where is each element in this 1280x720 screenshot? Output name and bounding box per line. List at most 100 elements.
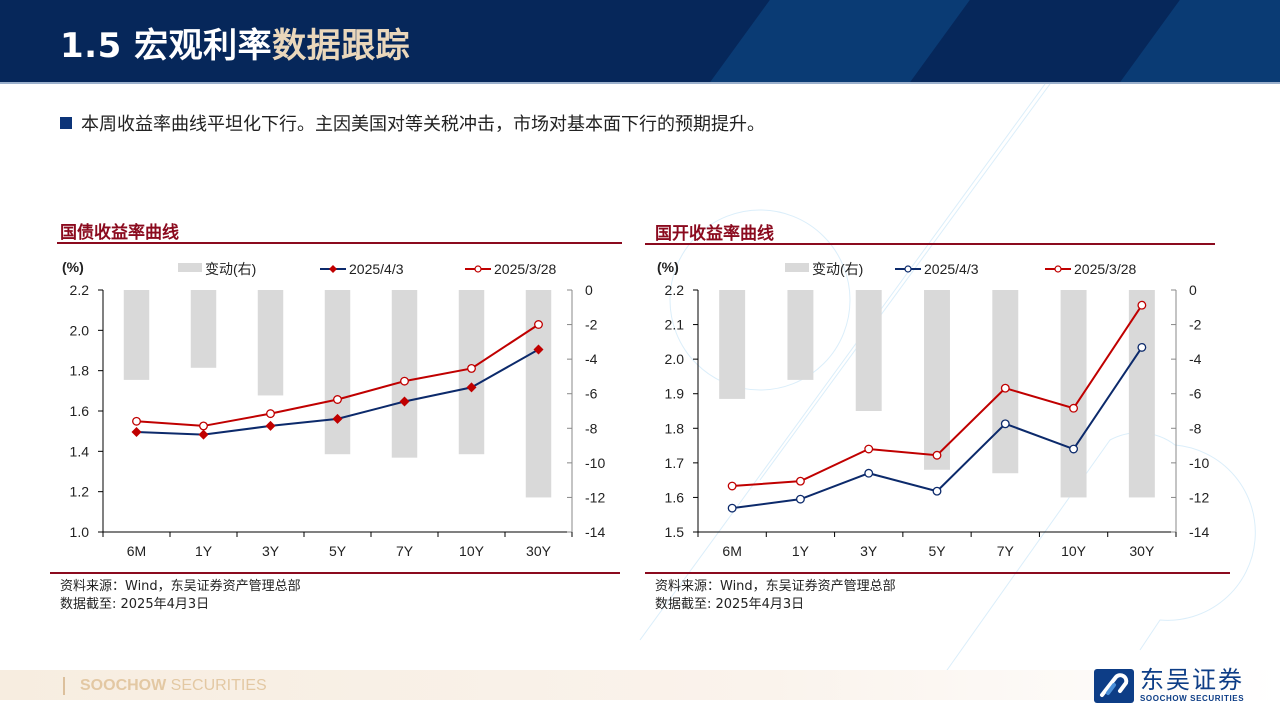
point-2025/3/28-7Y bbox=[400, 376, 409, 386]
bar-change-5Y bbox=[324, 290, 351, 455]
cdb-yield-chart: (%) 1.5 1.6 1.7 1.8 1.9 2.0 2.1 2.2 -14 -12 -10 -8 -6… bbox=[657, 259, 1209, 559]
point-2025/3/28-1Y bbox=[199, 421, 208, 431]
title-number: 1.5 bbox=[60, 26, 122, 66]
chart-title-cdb: 国开收益率曲线 bbox=[655, 224, 774, 244]
legend-label: 变动(右) bbox=[812, 261, 863, 277]
point-2025/4/3-10Y bbox=[466, 382, 477, 393]
x-tick-label: 1Y bbox=[195, 543, 213, 559]
right-tick-label: -8 bbox=[585, 420, 598, 436]
point-2025/4/3-3Y bbox=[265, 420, 276, 431]
header-stripe bbox=[710, 0, 970, 82]
title-rule bbox=[57, 242, 622, 244]
point-2025/4/3-1Y bbox=[795, 494, 805, 504]
bar-change-3Y bbox=[855, 290, 882, 411]
point-2025/4/3-10Y bbox=[1069, 444, 1079, 454]
cutoff-text: 数据截至: 2025年4月3日 bbox=[655, 597, 805, 612]
x-tick-label: 30Y bbox=[1129, 543, 1155, 559]
left-tick-label: 1.8 bbox=[70, 363, 90, 379]
source-rule bbox=[50, 572, 620, 574]
point-2025/3/28-5Y bbox=[333, 395, 342, 404]
left-tick-label: 2.1 bbox=[665, 317, 685, 333]
right-tick-label: -10 bbox=[585, 455, 605, 471]
footer-band bbox=[0, 670, 1280, 700]
left-tick-label: 1.7 bbox=[665, 455, 685, 471]
legend-marker-circle bbox=[1054, 265, 1062, 273]
legend-label: 2025/3/28 bbox=[1074, 261, 1136, 277]
soochow-logo-icon bbox=[1094, 668, 1134, 703]
right-tick-label: -2 bbox=[1189, 317, 1202, 333]
source-text: 资料来源：Wind，东吴证券资产管理总部 bbox=[60, 579, 301, 594]
point-2025/3/28-30Y bbox=[1137, 300, 1147, 310]
point-2025/3/28-3Y bbox=[864, 444, 874, 454]
right-tick-label: -14 bbox=[585, 524, 605, 540]
point-2025/3/28-30Y bbox=[534, 320, 543, 329]
point-2025/4/3-6M bbox=[727, 503, 737, 513]
x-tick-label: 5Y bbox=[329, 543, 347, 559]
x-tick-label: 6M bbox=[127, 543, 146, 559]
x-tick-label: 3Y bbox=[262, 543, 280, 559]
left-tick-label: 1.0 bbox=[70, 524, 90, 540]
legend-marker-diamond bbox=[329, 265, 337, 273]
bar-change-7Y bbox=[992, 290, 1019, 474]
y-axis-unit-label: (%) bbox=[62, 259, 84, 275]
right-tick-label: -2 bbox=[585, 317, 598, 333]
bar-change-7Y bbox=[391, 290, 418, 458]
footer-brand-light: SECURITIES bbox=[166, 677, 267, 694]
point-2025/4/3-7Y bbox=[399, 396, 410, 407]
bar-change-1Y bbox=[190, 290, 217, 368]
left-tick-label: 2.2 bbox=[665, 282, 685, 298]
right-tick-label: 0 bbox=[585, 282, 593, 298]
left-tick-label: 1.5 bbox=[665, 524, 685, 540]
x-tick-label: 3Y bbox=[860, 543, 878, 559]
header-stripe bbox=[1120, 0, 1280, 82]
bar-change-30Y bbox=[1128, 290, 1155, 498]
point-2025/4/3-5Y bbox=[932, 486, 942, 496]
logo-chinese-text: 东吴证券 bbox=[1140, 666, 1244, 694]
point-2025/4/3-5Y bbox=[332, 413, 343, 424]
left-tick-label: 1.4 bbox=[70, 443, 90, 459]
treasury-yield-chart: (%) 1.0 1.2 1.4 1.6 1.8 2.0 2.2 -14 -12 -10 -8 -6 -4 -… bbox=[62, 259, 605, 559]
point-2025/3/28-10Y bbox=[1069, 403, 1079, 413]
left-tick-label: 1.8 bbox=[665, 420, 685, 436]
right-tick-label: -6 bbox=[1189, 386, 1202, 402]
footer-brand-bold: SOOCHOW bbox=[80, 677, 167, 694]
legend-label: 2025/4/3 bbox=[349, 261, 404, 277]
right-tick-label: -8 bbox=[1189, 420, 1202, 436]
bullet-square-icon bbox=[60, 117, 72, 129]
x-tick-label: 30Y bbox=[526, 543, 552, 559]
x-tick-label: 10Y bbox=[1061, 543, 1087, 559]
source-rule bbox=[645, 572, 1230, 574]
chart-title-treasury: 国债收益率曲线 bbox=[60, 223, 179, 243]
bar-change-6M bbox=[719, 290, 746, 399]
point-2025/4/3-6M bbox=[131, 426, 142, 437]
right-tick-label: -12 bbox=[585, 489, 605, 505]
right-tick-label: -4 bbox=[585, 351, 598, 367]
point-2025/3/28-3Y bbox=[266, 409, 275, 419]
left-tick-label: 1.6 bbox=[665, 489, 685, 505]
legend-label: 2025/4/3 bbox=[924, 261, 979, 277]
footer-brand: SOOCHOW SECURITIES bbox=[80, 677, 267, 695]
x-tick-label: 6M bbox=[722, 543, 741, 559]
header-bar: 1.5 宏观利率数据跟踪 bbox=[0, 0, 1280, 84]
source-note: 资料来源：Wind，东吴证券资产管理总部 数据截至: 2025年4月3日 bbox=[655, 578, 896, 614]
x-tick-label: 10Y bbox=[459, 543, 485, 559]
point-2025/3/28-6M bbox=[727, 481, 737, 491]
x-tick-label: 5Y bbox=[928, 543, 946, 559]
x-tick-label: 7Y bbox=[396, 543, 414, 559]
point-2025/3/28-6M bbox=[132, 416, 141, 426]
point-2025/4/3-7Y bbox=[1000, 419, 1010, 429]
bar-change-6M bbox=[123, 290, 150, 380]
right-tick-label: -10 bbox=[1189, 455, 1209, 471]
left-tick-label: 1.6 bbox=[70, 403, 90, 419]
legend-marker-circle bbox=[474, 265, 482, 273]
cutoff-text: 数据截至: 2025年4月3日 bbox=[60, 597, 210, 612]
right-tick-label: 0 bbox=[1189, 282, 1197, 298]
left-tick-label: 2.2 bbox=[70, 282, 90, 298]
x-tick-label: 7Y bbox=[997, 543, 1015, 559]
point-2025/3/28-5Y bbox=[932, 450, 942, 460]
summary-bullet: 本周收益率曲线平坦化下行。主因美国对等关税冲击，市场对基本面下行的预期提升。 bbox=[60, 110, 765, 136]
point-2025/4/3-30Y bbox=[533, 344, 544, 355]
legend-swatch-bar bbox=[785, 263, 809, 272]
point-2025/4/3-1Y bbox=[198, 429, 209, 440]
left-tick-label: 1.9 bbox=[665, 386, 685, 402]
